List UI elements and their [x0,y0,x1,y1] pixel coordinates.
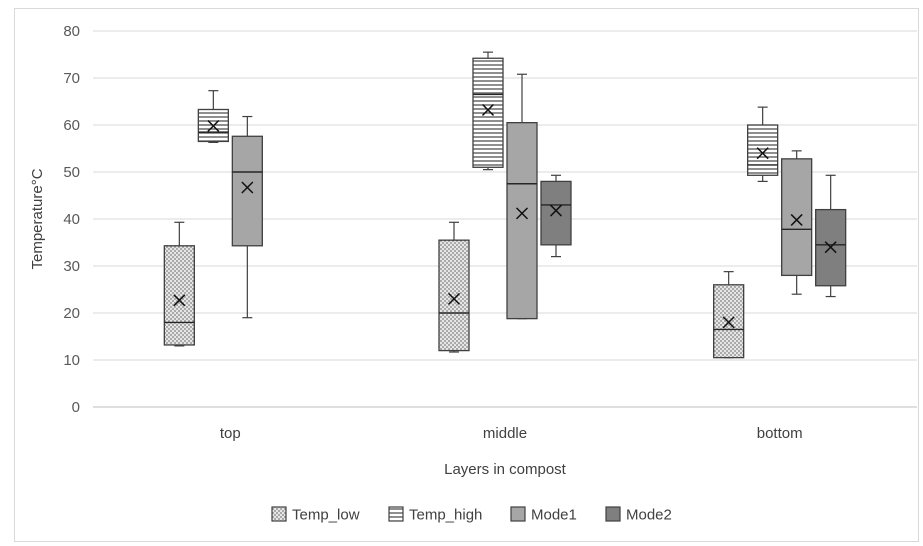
y-tick-label: 80 [63,23,80,40]
y-tick-label: 0 [72,399,80,416]
y-axis-title: Temperature°C [29,168,46,269]
box-Temp_low-middle [438,221,470,353]
legend-item: Mode2 [605,506,672,524]
mean-marker [549,204,563,217]
chart-frame [14,8,919,542]
gridlines [93,30,917,408]
legend-swatch [510,506,526,522]
legend-item: Mode1 [510,506,577,524]
mean-marker [824,241,837,254]
legend-label: Mode1 [531,507,577,524]
box-iqr [506,122,538,320]
mean-marker [722,316,735,329]
y-tick-label: 50 [63,164,80,181]
legend-swatch [271,506,287,522]
x-category-label: middle [483,425,527,442]
box-Temp_low-bottom [713,271,745,359]
legend-swatch [605,506,621,522]
legend-item: Temp_low [271,506,360,524]
x-category-label: bottom [757,425,803,442]
box-iqr [163,245,195,346]
box-Temp_high-top [197,90,229,143]
box-iqr [438,239,470,352]
y-tick-label: 30 [63,258,80,275]
y-tick-label: 20 [63,305,80,322]
y-tick-label: 40 [63,211,80,228]
box-Mode1-top [231,115,263,319]
legend: Temp_low Temp_high Mode1 Mode2 [271,506,672,524]
legend-label: Mode2 [626,507,672,524]
boxes [163,51,847,359]
box-iqr [781,158,813,277]
box-Mode1-bottom [781,150,813,295]
y-tick-label: 10 [63,352,80,369]
box-iqr [472,57,504,168]
box-Temp_high-bottom [747,106,779,182]
legend-swatch [388,506,404,522]
mean-marker [756,147,769,160]
mean-marker [241,181,254,194]
mean-marker [790,213,803,226]
legend-label: Temp_low [292,507,360,524]
y-tick-label: 70 [63,70,80,87]
mean-marker [207,119,220,132]
box-Mode1-middle [506,73,538,320]
mean-marker [481,103,495,116]
box-iqr [540,180,572,246]
x-category-label: top [220,425,241,442]
mean-marker [515,207,529,220]
x-axis-title: Layers in compost [444,461,567,478]
y-tick-label: 60 [63,117,80,134]
legend-item: Temp_high [388,506,482,524]
box-Mode2-middle [540,174,572,258]
box-Mode2-bottom [815,174,847,298]
box-iqr [231,135,263,247]
box-iqr [747,124,779,176]
box-Temp_low-top [163,221,195,347]
legend-label: Temp_high [409,507,482,524]
box-iqr [713,284,745,359]
box-Temp_high-middle [472,51,504,171]
y-tick-labels: 0 10 20 30 40 50 60 70 80 [63,23,80,416]
x-category-labels: top middle bottom [220,425,803,442]
mean-marker [173,294,186,307]
mean-marker [447,292,461,305]
